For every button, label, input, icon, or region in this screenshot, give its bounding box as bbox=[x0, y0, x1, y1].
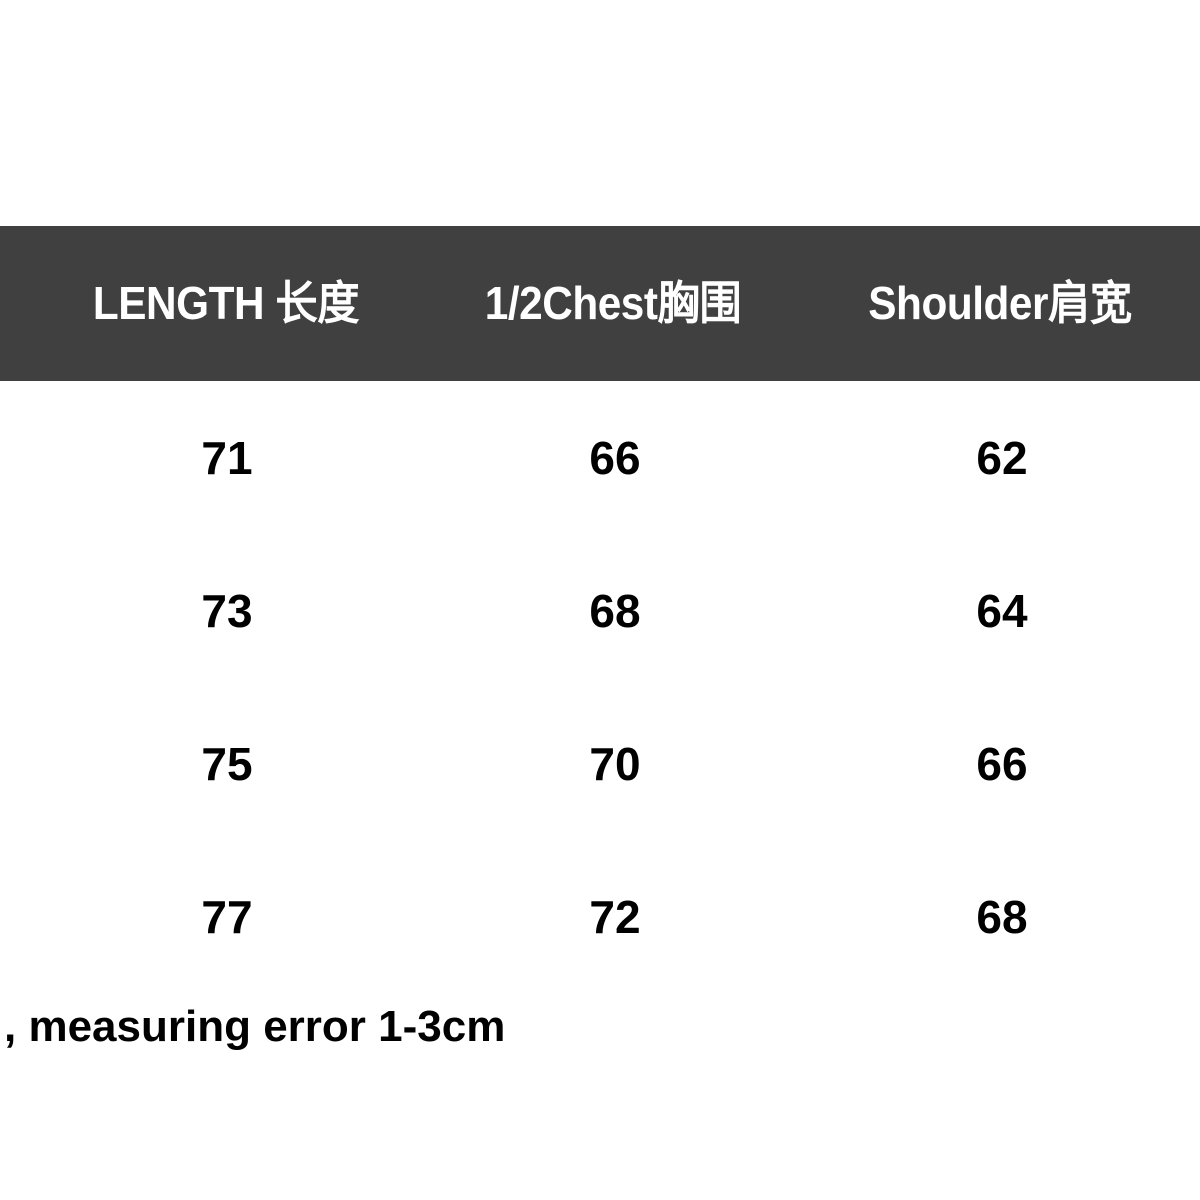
cell-shoulder: 64 bbox=[976, 585, 1028, 637]
cell-shoulder: 66 bbox=[976, 738, 1028, 790]
cell-length: 71 bbox=[201, 432, 253, 484]
cell-length: 73 bbox=[201, 585, 253, 637]
cell-shoulder: 68 bbox=[976, 891, 1028, 943]
header-shoulder: Shoulder肩宽 bbox=[868, 277, 1132, 329]
measurement-note: , measuring error 1-3cm bbox=[4, 1002, 506, 1051]
cell-chest: 70 bbox=[589, 738, 641, 790]
cell-chest: 68 bbox=[589, 585, 641, 637]
cell-length: 75 bbox=[201, 738, 253, 790]
cell-shoulder: 62 bbox=[976, 432, 1028, 484]
header-chest: 1/2Chest胸围 bbox=[484, 277, 742, 329]
cell-chest: 66 bbox=[589, 432, 641, 484]
cell-chest: 72 bbox=[589, 891, 641, 943]
header-length: LENGTH 长度 bbox=[92, 277, 360, 329]
table-header: LENGTH 长度 1/2Chest胸围 Shoulder肩宽 bbox=[0, 226, 1200, 381]
cell-length: 77 bbox=[201, 891, 253, 943]
